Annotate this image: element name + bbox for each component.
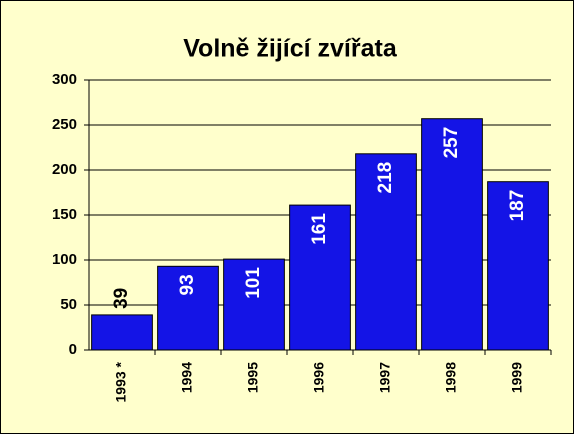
value-label: 218	[375, 162, 396, 194]
y-tick-label: 150	[52, 206, 77, 223]
x-tick-label: 1995	[245, 362, 261, 393]
value-label: 257	[441, 127, 462, 159]
x-tick-label: 1996	[311, 362, 327, 393]
y-tick-label: 0	[69, 341, 77, 358]
x-tick-label: 1998	[443, 362, 459, 393]
y-tick-label: 250	[52, 116, 77, 133]
value-label: 39	[111, 288, 132, 309]
bar	[223, 258, 285, 351]
chart-title: Volně žijící zvířata	[183, 35, 398, 63]
y-tick-label: 50	[60, 296, 77, 313]
y-tick-label: 300	[52, 71, 77, 88]
bar	[91, 314, 153, 351]
value-label: 187	[507, 190, 528, 222]
y-tick-label: 100	[52, 251, 77, 268]
x-tick-label: 1994	[179, 362, 195, 393]
x-tick-label: 1999	[509, 362, 525, 393]
bar	[157, 265, 219, 351]
bar	[487, 181, 549, 351]
x-tick-label: 1993 *	[113, 361, 129, 402]
bar	[355, 153, 417, 351]
bar	[289, 204, 351, 351]
x-tick-label: 1997	[377, 362, 393, 393]
y-tick-label: 200	[52, 161, 77, 178]
value-label: 101	[243, 267, 264, 299]
value-label: 161	[309, 213, 330, 245]
value-label: 93	[177, 274, 198, 295]
